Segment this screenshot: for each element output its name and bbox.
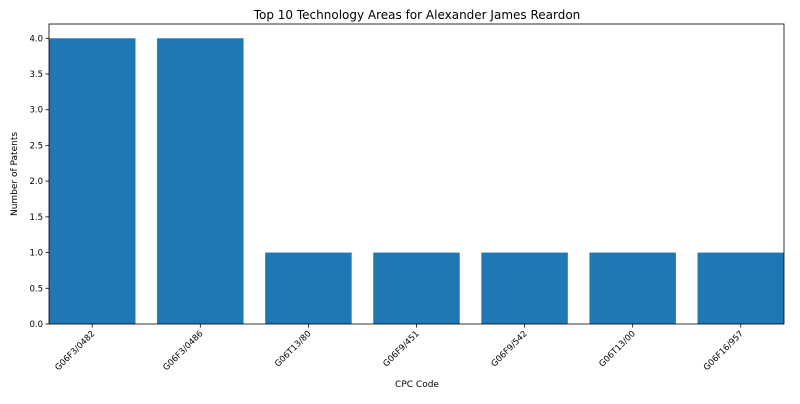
bars-group: [49, 38, 784, 324]
x-tick-label-3: G06F9/451: [381, 329, 421, 369]
y-axis-label: Number of Patents: [10, 132, 20, 216]
x-tick-label-6: G06F16/957: [702, 329, 746, 373]
x-tick-label-2: G06T13/80: [273, 329, 313, 369]
bar-4: [481, 253, 567, 324]
x-tick-label-4: G06F9/542: [490, 329, 530, 369]
x-tick-label-1: G06F3/0486: [161, 329, 205, 373]
y-tick-label-8: 4.0: [29, 34, 43, 44]
bar-0: [49, 38, 135, 324]
y-tick-label-1: 0.5: [29, 284, 43, 294]
chart-title: Top 10 Technology Areas for Alexander Ja…: [253, 8, 581, 22]
y-tick-label-5: 2.5: [29, 141, 43, 151]
x-axis: G06F3/0482 G06F3/0486 G06T13/80 G06F9/451 G0…: [53, 324, 746, 373]
x-tick-label-5: G06T13/00: [597, 329, 637, 369]
bar-6: [698, 253, 784, 324]
y-tick-label-2: 1.0: [29, 249, 43, 259]
y-axis: 0.0 0.5 1.0 1.5 2.0 2.5 3.0 3.5 4.0: [29, 34, 49, 330]
y-tick-label-0: 0.0: [29, 320, 43, 330]
x-tick-label-0: G06F3/0482: [53, 329, 97, 373]
y-tick-label-3: 1.5: [29, 213, 43, 223]
bar-1: [157, 38, 243, 324]
bar-2: [265, 253, 351, 324]
y-tick-label-6: 3.0: [29, 106, 43, 116]
x-axis-label: CPC Code: [395, 380, 439, 390]
y-tick-label-7: 3.5: [29, 70, 43, 80]
bar-3: [373, 253, 459, 324]
y-tick-label-4: 2.0: [29, 177, 43, 187]
bar-5: [589, 253, 675, 324]
